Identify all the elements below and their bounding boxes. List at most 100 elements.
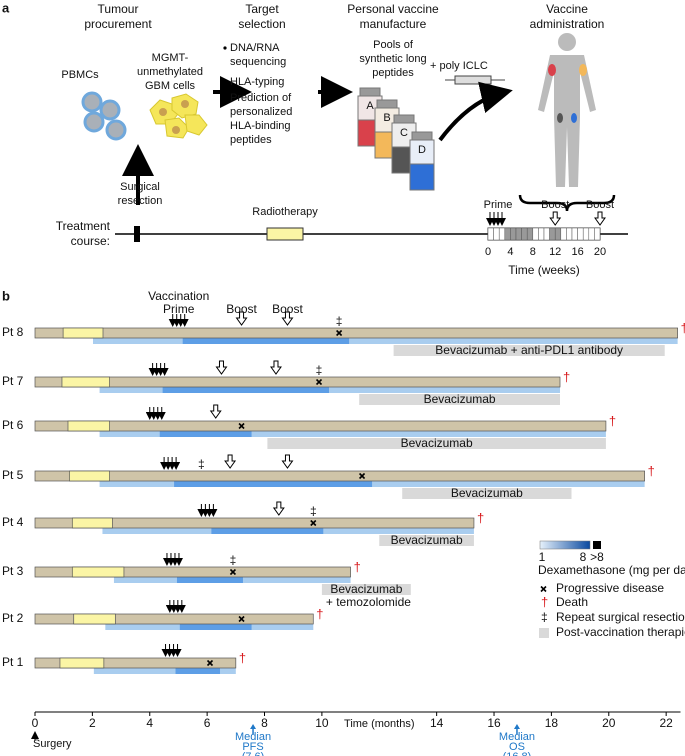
- treatment-label: course:: [71, 234, 110, 248]
- patient-label: Pt 2: [2, 611, 24, 625]
- dexamethasone-strip: [92, 338, 678, 344]
- radiotherapy-bar: [62, 327, 104, 339]
- legend-symbol: [539, 628, 549, 638]
- legend-text: Death: [556, 595, 588, 609]
- progression-mark: [229, 568, 237, 576]
- legend-symbol: ‡: [541, 610, 548, 624]
- radiotherapy-bar: [59, 657, 105, 669]
- vial-label: D: [418, 144, 426, 156]
- progression-mark: [238, 615, 245, 623]
- x-tick-label: 2: [89, 716, 96, 730]
- boost-arrow: [594, 211, 606, 226]
- survival-bar: [34, 566, 351, 578]
- x-tick-label: 4: [146, 716, 153, 730]
- surgical-label: Surgical: [120, 181, 160, 193]
- radiotherapy-bar: [67, 420, 110, 432]
- dexamethasone-strip: [182, 338, 350, 344]
- survival-bar: [34, 420, 607, 432]
- repeat-resection: ‡: [316, 363, 323, 377]
- gbm-cells: [149, 93, 208, 139]
- legend-text: Post-vaccination therapies: [556, 625, 685, 639]
- week-cell: [487, 227, 494, 241]
- death-mark: †: [239, 650, 246, 665]
- bullet-text: Prediction of: [230, 92, 292, 104]
- death-mark: †: [354, 559, 361, 574]
- human-figure: [538, 33, 596, 187]
- week-tick-label: 4: [507, 246, 513, 258]
- progression-mark: [310, 519, 317, 527]
- progression-mark: [336, 329, 343, 337]
- radiotherapy-box: [266, 227, 304, 241]
- dexamethasone-strip: [175, 668, 221, 674]
- cell-label: unmethylated: [137, 66, 203, 78]
- week-axis-label: Time (weeks): [508, 263, 580, 277]
- bullet-text: DNA/RNA: [230, 42, 280, 54]
- week-tick-label: 16: [571, 246, 583, 258]
- median-value: (7.6): [242, 751, 265, 756]
- median-label: Median: [499, 731, 535, 743]
- survival-bar: [34, 376, 561, 388]
- pools-text: synthetic long: [359, 53, 426, 65]
- therapy-label: Bevacizumab: [391, 533, 463, 547]
- dexamethasone-strip: [99, 481, 645, 487]
- repeat-resection: ‡: [230, 553, 237, 567]
- boost-arrow: [549, 211, 562, 226]
- week-cell: [554, 227, 562, 241]
- therapy-bar: [402, 488, 572, 499]
- therapy-label: Bevacizumab: [401, 436, 473, 450]
- median-label: Median: [235, 731, 271, 743]
- radiotherapy-bar: [73, 613, 116, 625]
- step-title: procurement: [84, 17, 152, 31]
- dexamethasone-strip: [162, 387, 330, 393]
- progression-mark: [238, 422, 245, 430]
- death-mark: †: [648, 463, 655, 478]
- x-tick-label: 22: [659, 716, 673, 730]
- legend-text: Repeat surgical resection: [556, 610, 685, 624]
- week-cell: [510, 227, 517, 241]
- dexamethasone-strip: [174, 481, 373, 487]
- therapy-label: + temozolomide: [326, 595, 411, 609]
- therapy-label: Bevacizumab: [451, 486, 523, 500]
- survival-bar: [34, 613, 314, 625]
- dexamethasone-strip: [176, 577, 243, 583]
- week-tick-label: 8: [530, 246, 536, 258]
- step-title: Tumour: [98, 2, 139, 16]
- patient-label: Pt 7: [2, 374, 24, 388]
- dex-tick: >8: [590, 550, 604, 564]
- cell-label: PBMCs: [61, 69, 99, 81]
- week-cell: [577, 227, 584, 241]
- pools-text: Pools of: [373, 39, 414, 51]
- surgery-mark: [134, 226, 140, 242]
- week-cell: [588, 227, 595, 241]
- dexamethasone-strip: [159, 431, 252, 437]
- surgery-label: Surgery: [33, 738, 72, 750]
- therapy-bar: [379, 535, 474, 546]
- cell-label: GBM cells: [145, 80, 196, 92]
- week-tick-label: 0: [485, 246, 491, 258]
- repeat-resection: ‡: [198, 457, 205, 471]
- legend-symbol: [540, 585, 547, 593]
- bullet-text: personalized: [230, 106, 292, 118]
- boost-arrow: [235, 311, 248, 326]
- step-title: administration: [530, 17, 605, 31]
- repeat-resection: ‡: [310, 504, 317, 518]
- bullet-text: HLA-typing: [230, 76, 284, 88]
- x-tick-label: 8: [261, 716, 268, 730]
- x-tick-label: 20: [602, 716, 616, 730]
- week-cell: [526, 227, 534, 241]
- dexamethasone-strip: [179, 624, 252, 630]
- week-cell: [543, 227, 550, 241]
- syringe: [445, 75, 505, 85]
- survival-bar: [34, 517, 475, 529]
- x-axis-label: Time (months): [344, 718, 415, 730]
- dexamethasone-strip: [99, 387, 561, 393]
- radiotherapy-bar: [69, 470, 110, 482]
- therapy-bar: [267, 438, 606, 449]
- legend-text: Progressive disease: [556, 581, 664, 595]
- legend-symbol: †: [541, 594, 548, 609]
- week-cell: [521, 227, 528, 241]
- patient-label: Pt 8: [2, 325, 24, 339]
- death-mark: †: [316, 606, 323, 621]
- boost-arrow: [281, 311, 294, 326]
